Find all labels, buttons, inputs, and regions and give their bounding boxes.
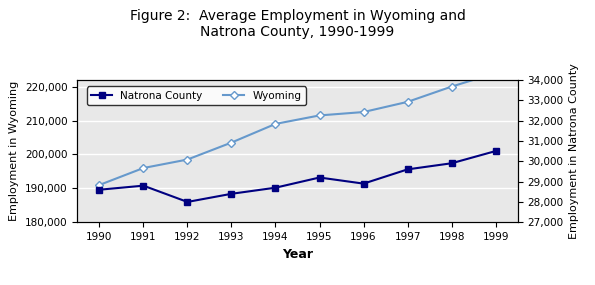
Wyoming [316,114,323,117]
Natrona County [184,200,191,204]
Natrona County [492,149,499,153]
Wyoming [360,110,367,114]
Natrona County [404,168,411,171]
Wyoming [404,100,411,103]
Natrona County [228,192,235,196]
Natrona County [448,162,455,165]
Natrona County [96,188,103,192]
Natrona County [272,186,279,190]
Natrona County [360,182,367,185]
Wyoming [228,141,235,144]
Line: Natrona County: Natrona County [96,148,499,205]
Wyoming [184,158,191,161]
Natrona County [140,184,147,187]
Wyoming [140,166,147,170]
Wyoming [492,71,499,75]
Legend: Natrona County, Wyoming: Natrona County, Wyoming [87,86,306,105]
Text: Figure 2:  Average Employment in Wyoming and
Natrona County, 1990-1999: Figure 2: Average Employment in Wyoming … [130,9,465,39]
X-axis label: Year: Year [282,248,313,260]
Line: Wyoming: Wyoming [96,70,499,188]
Wyoming [96,183,103,187]
Wyoming [272,122,279,126]
Wyoming [448,85,455,88]
Y-axis label: Employment in Wyoming: Employment in Wyoming [10,81,20,221]
Natrona County [316,176,323,179]
Y-axis label: Employment in Natrona County: Employment in Natrona County [569,63,579,239]
